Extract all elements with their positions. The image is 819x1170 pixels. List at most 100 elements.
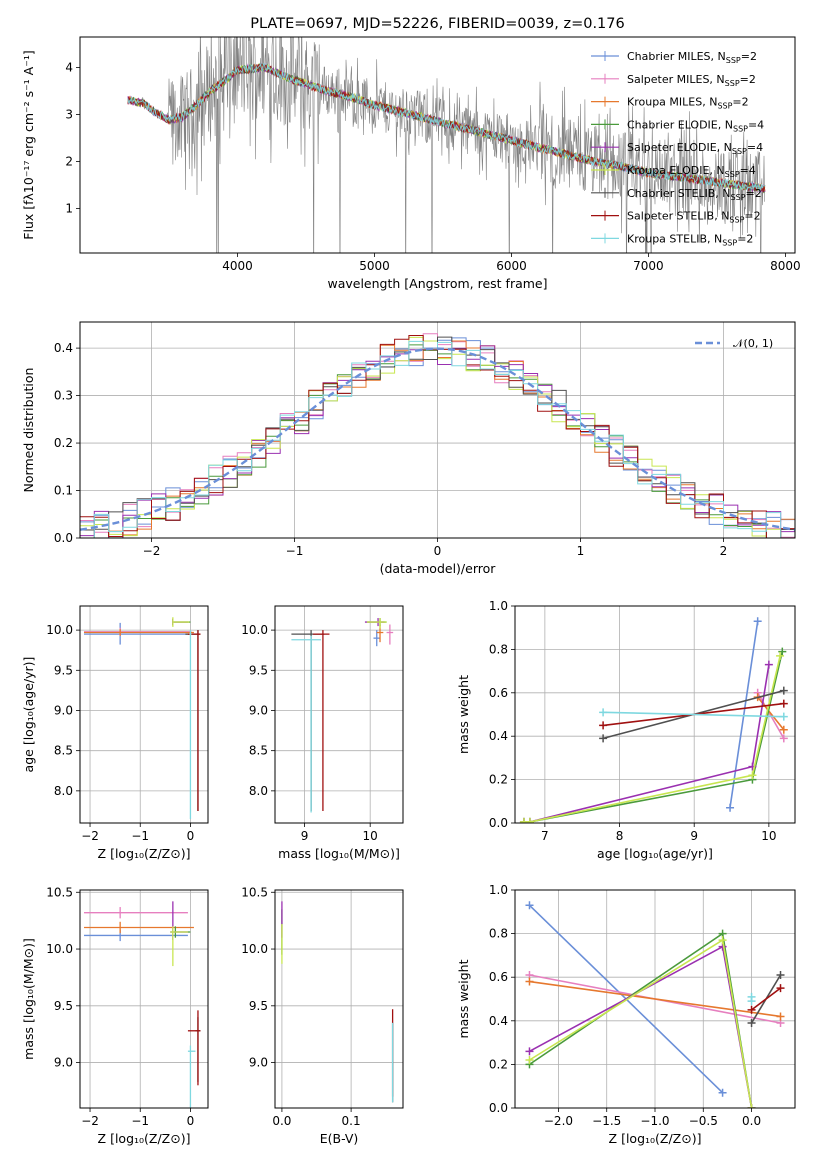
- legend-label: Salpeter ELODIE, N: [627, 141, 732, 154]
- axes-age_vs_Z: −2 −1 0 8.0 8.5 9.0 9.5 10.0 Z [log₁₀(Z/Z⊙)] age …: [21, 606, 208, 861]
- legend-sub: SSP: [722, 238, 737, 247]
- x-tick-label: 2: [720, 544, 728, 558]
- normal-curve: [80, 347, 795, 531]
- series-line: [747, 992, 756, 1006]
- x-tick-label: 5000: [359, 259, 390, 273]
- series-marker: [779, 686, 788, 695]
- series-path: [729, 621, 759, 808]
- y-tick-label: 0.2: [54, 436, 73, 450]
- y-tick-label: 10.0: [241, 623, 268, 637]
- axes-mass_vs_Z: −2 −1 0 9.0 9.5 10.0 10.5 Z [log₁₀(Z/Z⊙)] mass […: [21, 885, 208, 1146]
- errorbar-point: [84, 629, 194, 636]
- series-marker: [525, 977, 534, 986]
- x-tick-label: 9: [301, 829, 309, 843]
- chart-title: PLATE=0697, MJD=52226, FIBERID=0039, z=0…: [250, 16, 624, 32]
- legend-suffix: =2: [744, 210, 760, 223]
- legend-label: Salpeter MILES, N: [627, 73, 725, 86]
- y-tick-label: 0.0: [54, 531, 73, 545]
- y-tick-label: 9.5: [249, 999, 268, 1013]
- series-line: [525, 942, 756, 1108]
- legend-entry: Salpeter STELIB, NSSP=2: [627, 210, 761, 225]
- series-marker: [753, 617, 762, 626]
- x-tick-label: 7: [541, 829, 549, 843]
- x-tick-label: 0: [187, 1114, 195, 1128]
- axes-age_vs_mass: 9 10 8.0 8.5 9.0 9.5 10.0 mass [log₁₀(M/M⊙)]: [241, 606, 403, 861]
- legend-entry: Kroupa ELODIE, NSSP=4: [627, 164, 756, 179]
- series-line: [519, 647, 787, 823]
- x-axis-label: mass [log₁₀(M/M⊙)]: [278, 846, 400, 861]
- legend-suffix: =2: [740, 73, 756, 86]
- x-tick-label: 7000: [633, 259, 664, 273]
- y-tick-label: 3: [65, 107, 73, 121]
- y-tick-label: 10.5: [46, 885, 73, 899]
- series-marker: [747, 1018, 756, 1027]
- series-marker: [776, 651, 785, 660]
- x-axis-label: E(B-V): [320, 1131, 359, 1146]
- y-tick-label: 10.0: [46, 623, 73, 637]
- y-tick-label: 0.3: [54, 389, 73, 403]
- y-axis-label: age [log₁₀(age/yr)]: [21, 657, 36, 773]
- legend-sub: SSP: [717, 102, 732, 111]
- y-tick-label: 8.5: [54, 744, 73, 758]
- observed-spectrum: [127, 37, 765, 253]
- legend-entry: Chabrier MILES, NSSP=2: [627, 50, 757, 65]
- axes-mass_vs_EBV: 0.0 0.1 9.0 9.5 10.0 10.5 E(B-V): [241, 885, 403, 1146]
- y-tick-label: 8.0: [249, 784, 268, 798]
- x-tick-label: 0: [187, 829, 195, 843]
- legend-entry: Kroupa STELIB, NSSP=2: [627, 232, 753, 247]
- x-axis-label: (data-model)/error: [380, 561, 497, 576]
- series-line: [599, 708, 788, 721]
- axes-spectrum: 4000 5000 6000 7000 8000 1 2 3 4 wavelength [Angs…: [21, 50, 801, 291]
- y-axis-label: Normed distribution: [21, 368, 36, 493]
- y-tick-label: 0.6: [489, 686, 508, 700]
- errorbars-mass_vs_Z: [84, 901, 201, 1108]
- series-line: [726, 617, 762, 812]
- errorbar-point: [187, 1010, 201, 1086]
- series-marker: [525, 901, 534, 910]
- legend-sub: SSP: [726, 56, 741, 65]
- x-tick-label: −1: [286, 544, 304, 558]
- legend-entry: Salpeter ELODIE, NSSP=4: [627, 141, 763, 156]
- x-tick-label: −1: [131, 829, 149, 843]
- series-path: [524, 655, 781, 823]
- y-tick-label: 9.5: [54, 663, 73, 677]
- errorbar-point: [366, 618, 387, 629]
- y-tick-label: 9.5: [249, 663, 268, 677]
- x-tick-label: 8000: [770, 259, 801, 273]
- spectrum-lines: [127, 37, 766, 253]
- series-marker: [747, 1005, 756, 1014]
- legend-sub: SSP: [725, 170, 740, 179]
- series-marker: [764, 660, 773, 669]
- series-line: [519, 651, 785, 823]
- legend-label: Chabrier ELODIE, N: [627, 118, 733, 131]
- errorbar-point: [291, 630, 325, 811]
- x-axis-label: Z [log₁₀(Z/Z⊙)]: [98, 846, 191, 861]
- legend-sub: SSP: [729, 216, 744, 225]
- histograms: [80, 333, 795, 538]
- x-tick-label: 0.0: [742, 1114, 761, 1128]
- x-tick-label: 0: [434, 544, 442, 558]
- series-marker: [747, 997, 756, 1006]
- x-axis-label: Z [log₁₀(Z/Z⊙)]: [609, 1131, 702, 1146]
- legend-label: Chabrier MILES, N: [627, 50, 726, 63]
- series-marker: [718, 936, 727, 945]
- y-tick-label: 9.5: [54, 999, 73, 1013]
- legend-suffix: =2: [741, 50, 757, 63]
- plot-frame-spectrum: [79, 36, 796, 254]
- series-weight_vs_Z: [525, 901, 785, 1108]
- plot-frame-mass_vs_Z: [79, 889, 209, 1109]
- x-tick-label: −2: [81, 829, 99, 843]
- series-path: [529, 945, 753, 1108]
- x-tick-label: −2: [81, 1114, 99, 1128]
- series-path: [603, 711, 784, 718]
- plot-frame-weight_vs_age: [514, 605, 796, 824]
- errorbars-age_vs_Z: [84, 617, 201, 819]
- x-axis-label: wavelength [Angstrom, rest frame]: [327, 276, 547, 291]
- series-marker: [779, 712, 788, 721]
- legend-label: Kroupa MILES, N: [627, 96, 717, 109]
- legend-suffix: =2: [737, 232, 753, 245]
- errorbar-point: [386, 624, 394, 645]
- plot-frame-age_vs_mass: [274, 605, 404, 824]
- legend-entry: Chabrier STELIB, NSSP=2: [627, 187, 762, 202]
